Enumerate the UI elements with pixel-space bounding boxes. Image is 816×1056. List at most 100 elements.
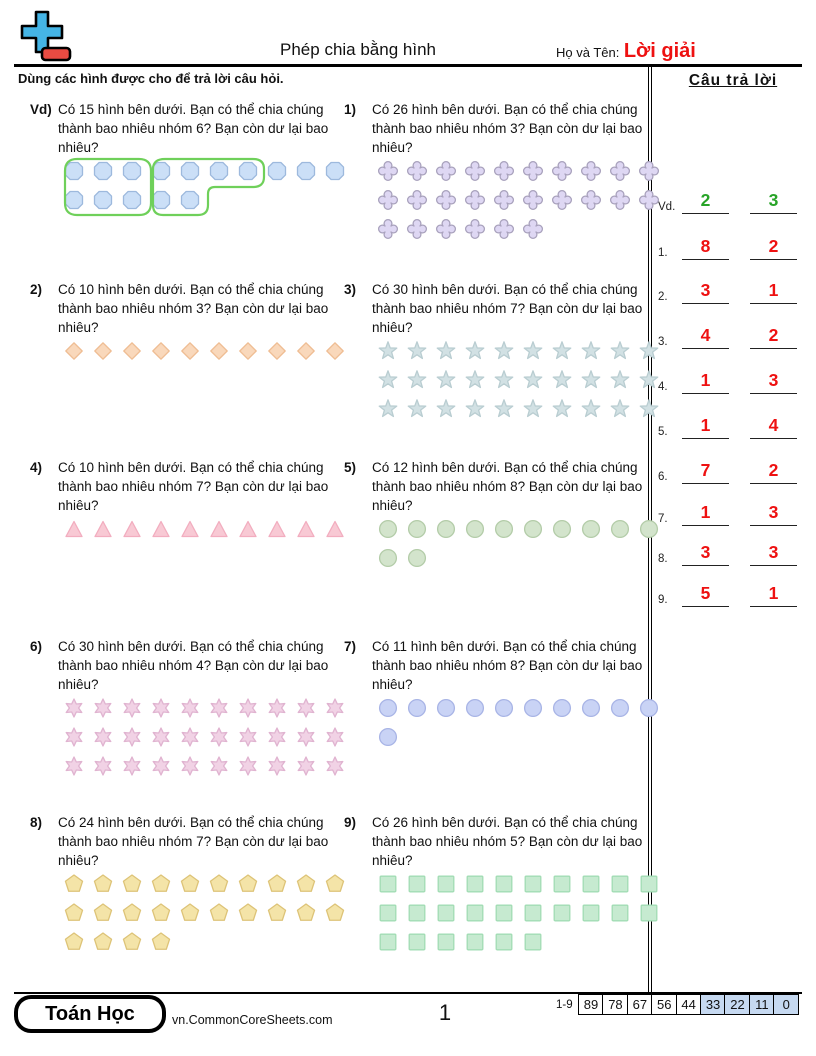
shape-diamond [151, 341, 171, 361]
problem-9: 9) Có 26 hình bên dưới. Bạn có thể chia c… [344, 813, 658, 961]
shape-star6 [209, 698, 229, 719]
shape-pentagon [64, 874, 84, 894]
answer-remainder: 1 [750, 580, 797, 607]
shape-octagon [325, 161, 345, 181]
answer-quotient: 1 [682, 412, 729, 439]
shape-pentagon [325, 874, 345, 894]
shape-square [436, 932, 456, 952]
shape-star5 [639, 341, 659, 361]
shape-pentagon [296, 874, 316, 894]
answer-key-label: Lời giải [623, 40, 696, 62]
instruction-text: Dùng các hình được cho để trả lời câu hỏ… [18, 71, 284, 86]
shape-grid [64, 519, 344, 539]
shape-quatrefoil [581, 190, 601, 211]
shape-quatrefoil [407, 161, 427, 182]
problem-text: Có 26 hình bên dưới. Bạn có thể chia chú… [372, 815, 643, 869]
shape-star6 [122, 698, 142, 719]
problem-5: 5) Có 12 hình bên dưới. Bạn có thể chia c… [344, 458, 659, 577]
problem-text: Có 30 hình bên dưới. Bạn có thể chia chú… [372, 282, 643, 336]
shape-star6 [267, 727, 287, 748]
answer-quotient: 4 [682, 322, 729, 349]
shape-star6 [325, 756, 345, 777]
shape-star6 [296, 756, 316, 777]
shape-grid [64, 874, 345, 952]
shape-pentagon [180, 903, 200, 923]
shape-circle [378, 698, 398, 718]
shape-star5 [581, 399, 601, 419]
problem-4: 4) Có 10 hình bên dưới. Bạn có thể chia c… [30, 458, 344, 548]
shape-octagon [238, 161, 258, 181]
shape-star5 [407, 341, 427, 361]
shape-square [378, 903, 398, 923]
problem-text: Có 10 hình bên dưới. Bạn có thể chia chú… [58, 282, 329, 336]
answer-quotient: 7 [682, 457, 729, 484]
shape-star5 [407, 370, 427, 390]
shape-star5 [610, 341, 630, 361]
shape-quatrefoil [639, 190, 659, 211]
shape-circle [494, 698, 514, 718]
shape-circle [639, 519, 659, 539]
problem-number: 5) [344, 460, 357, 475]
shape-star5 [523, 370, 543, 390]
problem-text: Có 26 hình bên dưới. Bạn có thể chia chú… [372, 102, 643, 156]
answers-panel: Câu trả lời Vd. 2 3 1. 8 2 2. 3 1 3. 4 2 4. 1 3 5. 1 4 6. 7… [658, 72, 808, 607]
shape-row [64, 341, 344, 361]
shape-star6 [93, 727, 113, 748]
shape-square [494, 874, 514, 894]
problem-number: 6) [30, 639, 43, 654]
score-cell: 67 [626, 994, 653, 1015]
score-cell: 22 [724, 994, 751, 1015]
shape-quatrefoil [378, 161, 398, 182]
shape-diamond [209, 341, 229, 361]
problem-text: Có 30 hình bên dưới. Bạn có thể chia chú… [58, 639, 329, 693]
shape-pentagon [151, 874, 171, 894]
shape-square [378, 874, 398, 894]
shape-octagon [180, 161, 200, 181]
answer-label: 3. [658, 336, 668, 348]
shape-square [436, 874, 456, 894]
score-cell: 56 [651, 994, 678, 1015]
answer-quotient: 3 [682, 539, 729, 566]
shape-circle [378, 548, 398, 568]
website-link[interactable]: vn.CommonCoreSheets.com [172, 1013, 333, 1027]
shape-square [494, 903, 514, 923]
answer-row-6: 6. 7 2 [658, 454, 808, 484]
problem-number: 2) [30, 282, 43, 297]
score-cell: 11 [748, 994, 775, 1015]
shape-octagon [151, 190, 171, 210]
shape-square [407, 903, 427, 923]
shape-triangle [64, 519, 84, 539]
answer-label: 1. [658, 247, 668, 259]
answer-row-1: 1. 8 2 [658, 230, 808, 260]
shape-star5 [494, 370, 514, 390]
shape-circle [465, 698, 485, 718]
shape-star6 [151, 698, 171, 719]
footer-rule [14, 992, 802, 994]
shape-quatrefoil [407, 190, 427, 211]
answer-label: 7. [658, 513, 668, 525]
shape-pentagon [64, 932, 84, 952]
shape-quatrefoil [494, 161, 514, 182]
shape-triangle [151, 519, 171, 539]
shape-grid [378, 161, 659, 240]
answer-label: 9. [658, 594, 668, 606]
shape-square [465, 874, 485, 894]
shape-octagon [296, 161, 316, 181]
shape-star6 [64, 756, 84, 777]
shape-diamond [64, 341, 84, 361]
header-rule [14, 64, 802, 67]
problem-number: 8) [30, 815, 43, 830]
shape-quatrefoil [378, 190, 398, 211]
answer-remainder: 2 [750, 233, 797, 260]
problem-text: Có 10 hình bên dưới. Bạn có thể chia chú… [58, 460, 329, 514]
shape-star5 [494, 399, 514, 419]
answer-quotient: 1 [682, 499, 729, 526]
shape-circle [494, 519, 514, 539]
answer-row-4: 4. 1 3 [658, 364, 808, 394]
shape-star5 [407, 399, 427, 419]
problem-number: 7) [344, 639, 357, 654]
shape-grid [378, 874, 658, 952]
shape-octagon [93, 161, 113, 181]
shape-circle [407, 548, 427, 568]
plus-minus-icon [20, 10, 72, 62]
